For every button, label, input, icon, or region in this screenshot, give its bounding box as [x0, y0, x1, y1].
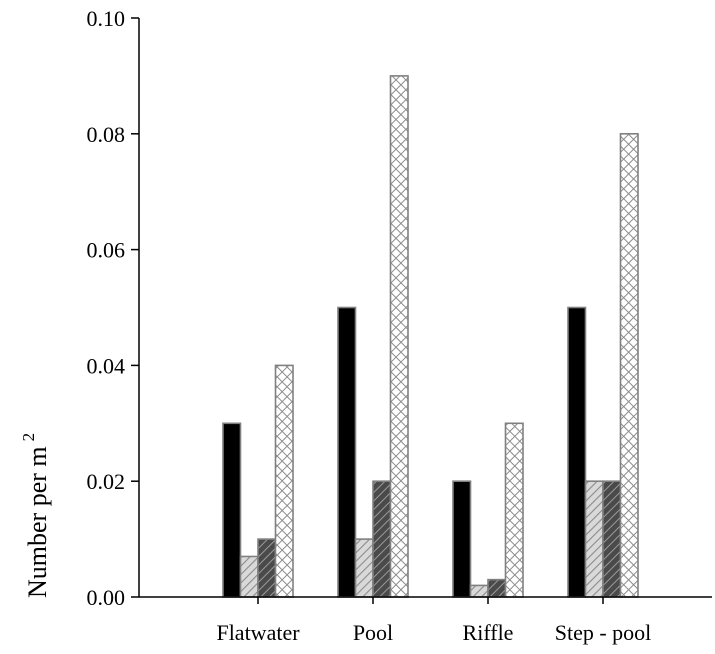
bar-pool-series-3: [372, 480, 392, 598]
bar-pool-series-4: [389, 75, 409, 598]
bar-riffle-series-3: [487, 578, 507, 598]
y-tick-label: 0.08: [87, 122, 126, 147]
bar-riffle-series-1: [452, 480, 472, 598]
bar-pool-series-1: [337, 306, 357, 598]
x-ticks: Flatwater Pool Riffle Step - pool: [216, 597, 651, 645]
x-category-label: Pool: [353, 620, 393, 645]
y-tick-label: 0.06: [87, 238, 126, 263]
x-category-label: Step - pool: [555, 620, 652, 645]
y-axis-title: Number per m 2: [19, 433, 52, 598]
bar-riffle-series-4: [504, 422, 524, 598]
bar-step-pool-series-3: [602, 480, 622, 598]
y-tick-label: 0.04: [87, 353, 126, 378]
x-category-label: Flatwater: [216, 620, 300, 645]
y-tick-label: 0.00: [87, 585, 126, 610]
bar-flatwater-series-4: [274, 364, 294, 598]
bar-flatwater-series-2: [239, 555, 259, 598]
bar-step-pool-series-4: [619, 133, 639, 598]
y-axis-title-text: Number per m: [23, 446, 52, 598]
y-ticks: 0.00 0.02 0.04 0.06 0.08 0.10: [87, 6, 139, 610]
bar-flatwater-series-3: [257, 538, 277, 598]
bar-flatwater-series-1: [222, 422, 242, 598]
bar-pool-series-2: [354, 538, 374, 598]
y-tick-label: 0.02: [87, 469, 126, 494]
bar-step-pool-series-2: [584, 480, 604, 598]
bar-step-pool-series-1: [567, 306, 587, 598]
bars-layer: [222, 75, 639, 598]
y-axis-title-superscript: 2: [19, 433, 38, 442]
y-tick-label: 0.10: [87, 6, 126, 31]
x-category-label: Riffle: [463, 620, 514, 645]
bar-riffle-series-2: [469, 584, 489, 598]
